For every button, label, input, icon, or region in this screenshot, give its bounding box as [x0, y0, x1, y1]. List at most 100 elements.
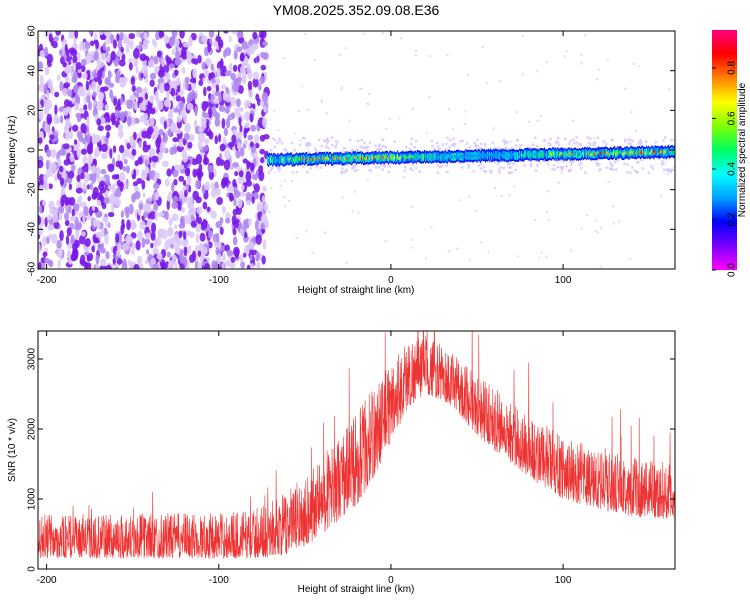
halo-cell: [515, 139, 519, 142]
faint-cell: [344, 147, 347, 150]
noise-cell: [100, 152, 108, 160]
band-cell-core: [511, 153, 513, 157]
halo-cell: [403, 165, 407, 169]
band-cell-core: [659, 150, 661, 154]
halo-cell: [514, 168, 517, 172]
noise-cell: [218, 105, 223, 112]
noise-cell: [244, 121, 250, 129]
band-cell-core: [473, 154, 475, 158]
halo-cell: [547, 141, 550, 145]
noise-cell: [88, 100, 92, 111]
band-cell-core: [666, 150, 668, 154]
halo-cell: [381, 138, 385, 142]
band-cell-core: [370, 156, 372, 160]
band-cell-core: [319, 156, 321, 160]
noise-cell: [255, 234, 262, 245]
halo-cell: [387, 170, 391, 174]
noise-cell: [243, 127, 247, 139]
noise-cell: [221, 253, 226, 262]
band-cell-core: [453, 154, 456, 159]
noise-cell: [252, 174, 259, 181]
band-cell-core: [313, 157, 315, 161]
band-cell-core: [538, 153, 540, 157]
noise-cell: [112, 257, 116, 265]
noise-cell: [249, 254, 253, 261]
faint-cell: [585, 214, 588, 217]
band-cell-core: [326, 156, 329, 160]
halo-cell: [482, 166, 486, 169]
noise-cell: [64, 219, 70, 227]
halo-cell: [352, 166, 356, 170]
halo-cell: [366, 145, 369, 148]
band-cell-core: [439, 155, 441, 160]
band-cell-core: [660, 150, 662, 154]
noise-cell: [115, 160, 121, 168]
noise-cell: [241, 176, 246, 184]
noise-cell: [156, 252, 163, 260]
noise-cell: [133, 168, 137, 180]
halo-cell: [506, 163, 510, 166]
band-cell-core: [619, 150, 621, 154]
faint-cell: [493, 187, 496, 190]
band-cell-core: [532, 152, 534, 156]
halo-cell: [665, 168, 669, 172]
halo-cell: [635, 171, 639, 174]
band-cell-core: [608, 152, 611, 156]
noise-cell: [238, 116, 242, 127]
band-cell-core: [387, 157, 390, 161]
band-cell-core: [567, 151, 569, 156]
halo-cell: [410, 137, 414, 141]
noise-cell: [80, 123, 87, 134]
band-cell-core: [648, 150, 650, 154]
band-cell-core: [600, 151, 602, 155]
band-cell-core: [668, 151, 671, 155]
noise-cell: [180, 215, 185, 226]
halo-cell: [436, 145, 440, 148]
noise-cell: [176, 115, 182, 123]
halo-cell: [353, 169, 356, 173]
noise-cell: [104, 233, 109, 245]
noise-cell: [168, 36, 175, 47]
noise-cell: [85, 163, 89, 174]
noise-cell: [38, 103, 42, 112]
band-cell-core: [390, 155, 393, 159]
band-cell-core: [585, 151, 587, 155]
band-cell-core: [419, 155, 422, 159]
band-cell-core: [380, 156, 382, 160]
halo-cell: [363, 141, 366, 145]
band-cell-core: [277, 157, 279, 161]
halo-cell: [602, 140, 606, 143]
noise-cell: [243, 57, 249, 67]
noise-cell: [120, 96, 124, 105]
halo-cell: [317, 138, 321, 142]
halo-cell: [613, 160, 617, 164]
noise-cell: [56, 247, 63, 258]
band-cell-core: [407, 155, 409, 159]
halo-cell: [295, 170, 298, 174]
noise-cell: [133, 263, 140, 269]
halo-cell: [290, 141, 294, 145]
noise-cell: [243, 139, 248, 145]
y-tick-label: 3000: [27, 347, 38, 370]
noise-cell: [241, 40, 249, 50]
faint-cell: [637, 65, 640, 68]
halo-cell: [430, 139, 434, 143]
noise-cell: [75, 230, 79, 241]
band-cell-core: [409, 155, 411, 159]
noise-cell: [186, 102, 194, 111]
halo-cell: [299, 163, 303, 167]
halo-cell: [418, 170, 421, 173]
faint-cell: [301, 85, 304, 88]
halo-cell: [340, 171, 343, 175]
noise-cell: [53, 131, 59, 142]
faint-cell: [290, 180, 293, 183]
noise-cell: [256, 261, 261, 269]
halo-cell: [291, 171, 294, 174]
halo-cell: [629, 142, 633, 146]
band-cell-core: [569, 153, 571, 157]
noise-cell: [260, 222, 265, 230]
halo-cell: [498, 171, 501, 175]
faint-cell: [475, 210, 478, 213]
noise-cell: [128, 33, 136, 40]
